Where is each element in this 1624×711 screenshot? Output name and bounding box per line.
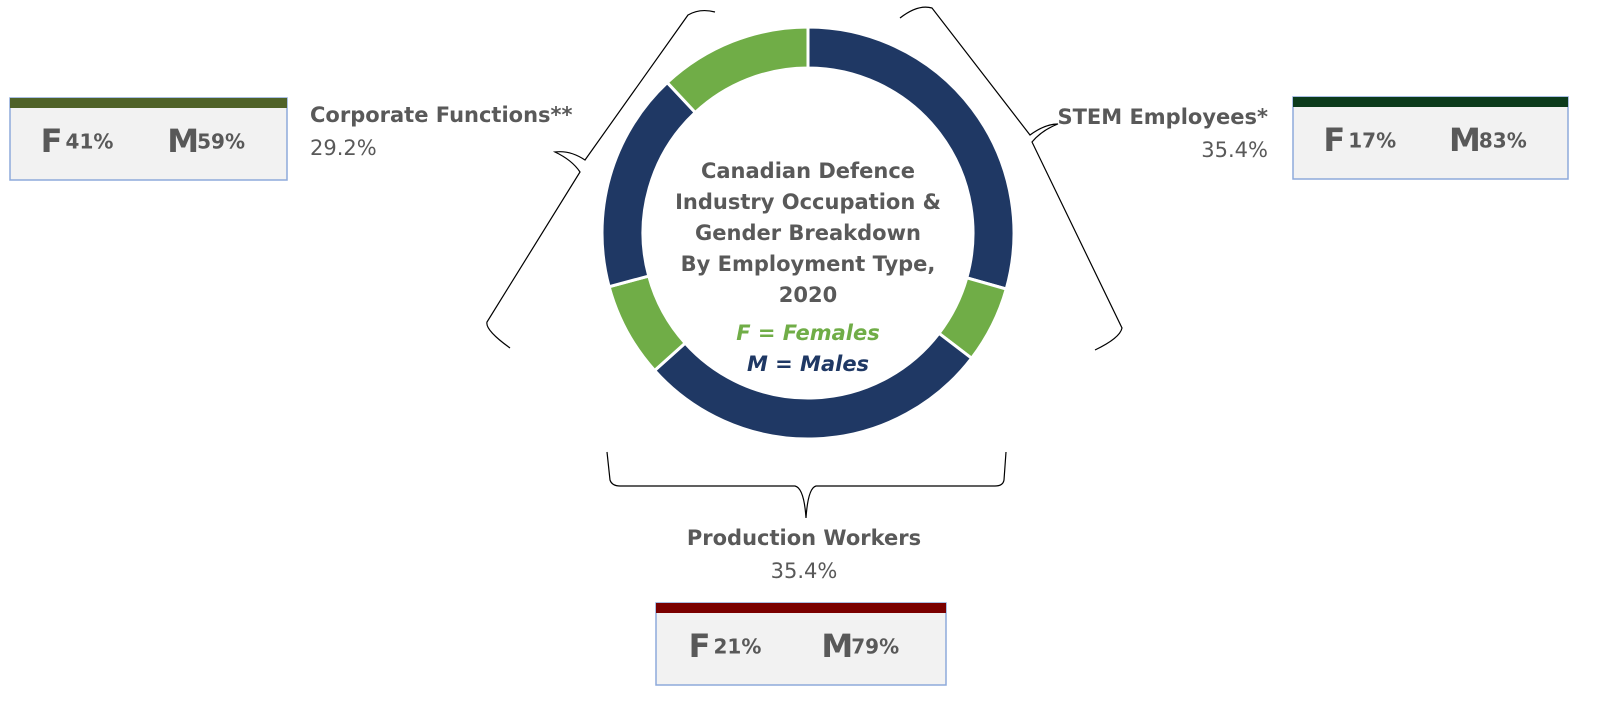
group-share: 35.4% <box>1201 138 1268 162</box>
legend-entry: M = Males <box>747 352 869 376</box>
chart-title: Canadian Defence <box>701 159 915 183</box>
chart-title: By Employment Type, <box>681 252 936 276</box>
group-name: Production Workers <box>687 526 921 550</box>
chart-title: Gender Breakdown <box>695 221 921 245</box>
bracket <box>606 451 1007 519</box>
group-name: STEM Employees* <box>1057 105 1268 129</box>
bracket <box>899 6 1123 351</box>
box-bar <box>656 603 946 613</box>
box <box>9 97 288 181</box>
gender-percent: 17% <box>1348 129 1396 153</box>
group-name: Corporate Functions** <box>310 103 573 127</box>
chart-title: Industry Occupation & <box>675 190 941 214</box>
gender-letter: F <box>1323 121 1345 159</box>
gender-percent: 41% <box>66 130 114 154</box>
donut-segment <box>652 331 974 441</box>
gender-percent: 21% <box>714 635 762 659</box>
gender-letter: M <box>1449 121 1481 159</box>
donut-segment <box>665 25 810 115</box>
gender-letter: F <box>689 627 711 665</box>
gender-letter: M <box>821 627 853 665</box>
gender-letter: F <box>41 122 63 160</box>
box <box>655 602 947 686</box>
group-share: 29.2% <box>310 136 377 160</box>
gender-percent: 83% <box>1479 129 1527 153</box>
gender-percent: 59% <box>197 130 245 154</box>
gender-percent: 79% <box>851 635 899 659</box>
legend-entry: F = Females <box>736 321 880 345</box>
group-share: 35.4% <box>771 559 838 583</box>
gender-letter: M <box>167 122 199 160</box>
box-bar <box>1293 97 1568 107</box>
donut-segment <box>806 25 1016 291</box>
bracket <box>486 9 716 349</box>
box <box>1292 96 1569 180</box>
chart-title: 2020 <box>779 283 837 307</box>
box-bar <box>10 98 287 108</box>
